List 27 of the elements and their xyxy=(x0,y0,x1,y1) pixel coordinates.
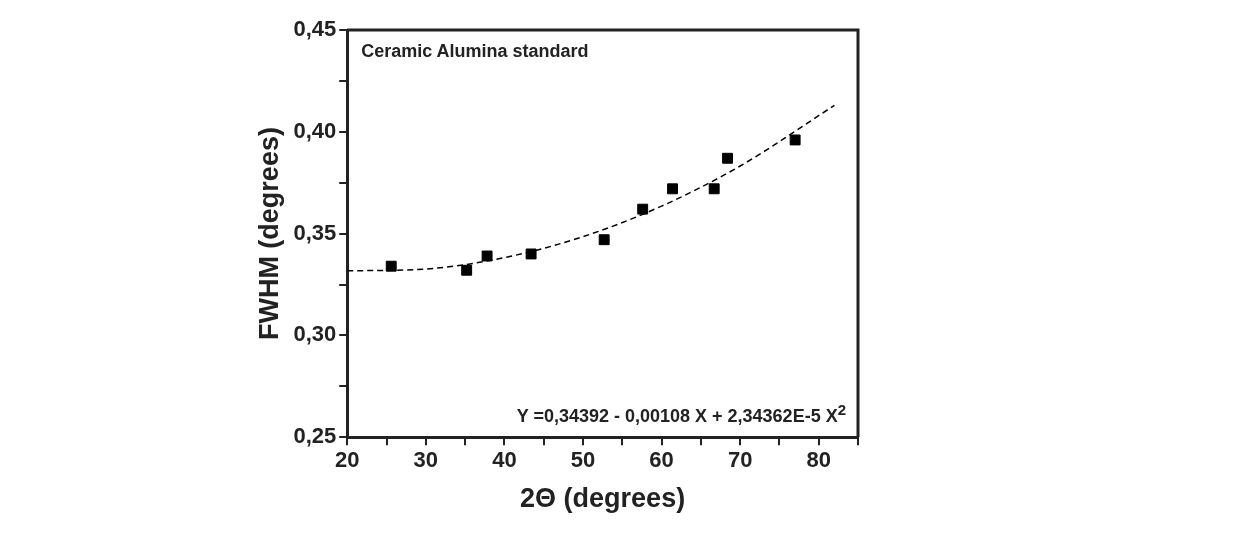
x-tick-label: 40 xyxy=(492,447,517,473)
line-series xyxy=(347,104,836,272)
point xyxy=(708,183,720,195)
point xyxy=(722,152,733,164)
x-tick-label: 30 xyxy=(413,447,439,473)
point xyxy=(481,250,493,262)
point xyxy=(637,203,649,215)
y-axis-title: FWHM (degrees) xyxy=(253,127,284,341)
y-tick-label: 0,45 xyxy=(293,16,337,42)
y-tick-label: 0,25 xyxy=(293,423,337,449)
annotation: Y =0,34392 - 0,00108 X + 2,34362E-5 X$^{2}$ xyxy=(516,401,846,427)
x-tick-label: 80 xyxy=(806,447,831,473)
x-tick-label: 70 xyxy=(727,447,753,473)
y-tick-label: 0,40 xyxy=(293,117,337,143)
point xyxy=(461,264,473,276)
x-tick-label: 50 xyxy=(570,447,596,473)
annotation: Ceramic Alumina standard xyxy=(361,41,589,61)
point xyxy=(385,260,397,272)
point xyxy=(525,248,537,260)
point xyxy=(598,234,610,246)
point xyxy=(667,183,678,195)
point xyxy=(789,134,801,146)
x-tick-label: 60 xyxy=(649,447,674,473)
y-tick-label: 0,35 xyxy=(293,219,337,245)
x-tick-label: 20 xyxy=(334,447,360,473)
x-axis-title: 2Θ (degrees) xyxy=(520,483,686,514)
y-tick-label: 0,30 xyxy=(293,321,337,347)
